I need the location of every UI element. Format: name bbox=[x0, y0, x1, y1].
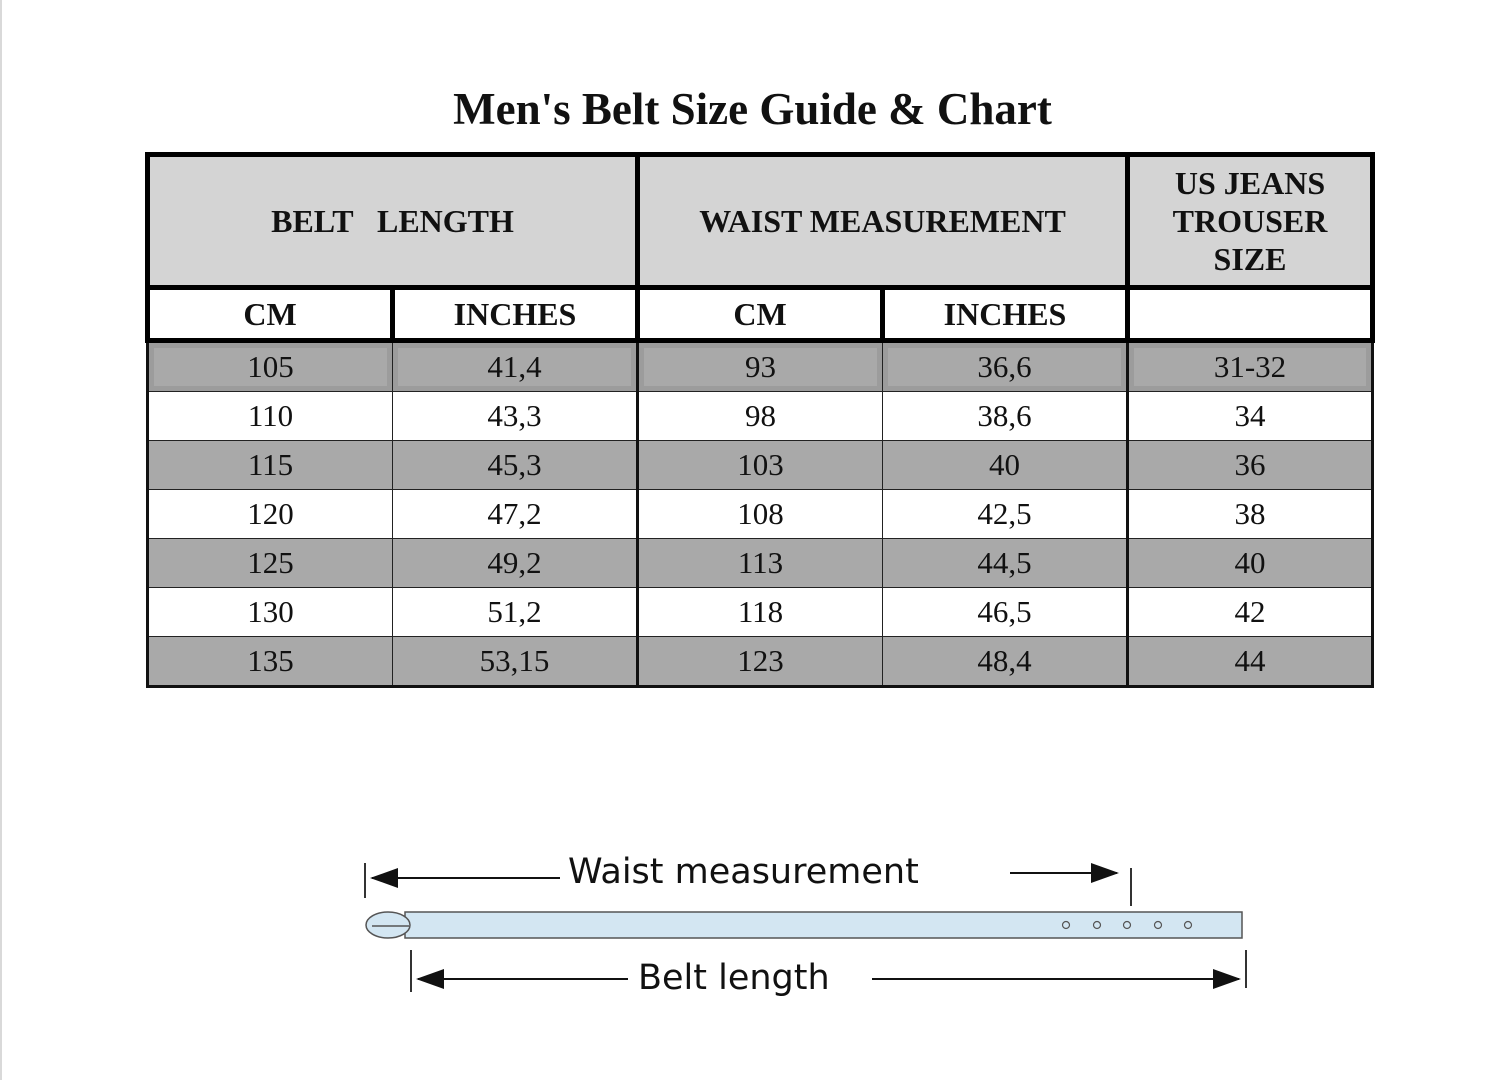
belt-hole bbox=[1092, 920, 1102, 930]
cell-belt-inches: 53,15 bbox=[392, 636, 639, 688]
unit-header-waist-cm: CM bbox=[635, 285, 885, 343]
belt-hole bbox=[1061, 920, 1071, 930]
cell-us-size: 34 bbox=[1127, 391, 1374, 441]
cell-belt-inches: 51,2 bbox=[392, 587, 639, 637]
cell-waist-cm: 123 bbox=[637, 636, 883, 688]
waist-measurement-label: Waist measurement bbox=[560, 852, 927, 892]
belt-strap bbox=[404, 911, 1243, 939]
cell-us-size: 42 bbox=[1127, 587, 1374, 637]
cell-waist-inches: 48,4 bbox=[882, 636, 1129, 688]
table-row: 130 51,2 118 46,5 42 bbox=[146, 587, 1374, 637]
header-waist-measurement: WAIST MEASUREMENT bbox=[635, 152, 1130, 290]
cell-belt-cm: 125 bbox=[146, 538, 393, 588]
cell-belt-inches: 41,4 bbox=[392, 340, 639, 392]
table-row: 115 45,3 103 40 36 bbox=[146, 440, 1374, 490]
cell-waist-inches: 40 bbox=[882, 440, 1129, 490]
cell-waist-cm: 108 bbox=[637, 489, 883, 539]
cell-waist-inches: 44,5 bbox=[882, 538, 1129, 588]
cell-belt-inches: 47,2 bbox=[392, 489, 639, 539]
header-belt-length: BELT LENGTH bbox=[145, 152, 640, 290]
cell-belt-cm: 130 bbox=[146, 587, 393, 637]
page-title: Men's Belt Size Guide & Chart bbox=[453, 84, 1052, 134]
cell-belt-cm: 135 bbox=[146, 636, 393, 688]
cell-waist-inches: 42,5 bbox=[882, 489, 1129, 539]
belt-hole bbox=[1153, 920, 1163, 930]
unit-header-size-empty bbox=[1125, 285, 1375, 343]
belt-hole bbox=[1122, 920, 1132, 930]
cell-belt-inches: 43,3 bbox=[392, 391, 639, 441]
cell-belt-inches: 45,3 bbox=[392, 440, 639, 490]
cell-waist-inches: 36,6 bbox=[882, 340, 1129, 392]
unit-header-belt-cm: CM bbox=[145, 285, 395, 343]
table-row: 125 49,2 113 44,5 40 bbox=[146, 538, 1374, 588]
unit-header-belt-inches: INCHES bbox=[390, 285, 640, 343]
cell-waist-cm: 98 bbox=[637, 391, 883, 441]
belt-hole bbox=[1183, 920, 1193, 930]
cell-waist-cm: 103 bbox=[637, 440, 883, 490]
cell-belt-cm: 105 bbox=[146, 340, 393, 392]
cell-waist-inches: 46,5 bbox=[882, 587, 1129, 637]
cell-waist-cm: 113 bbox=[637, 538, 883, 588]
table-row: 110 43,3 98 38,6 34 bbox=[146, 391, 1374, 441]
cell-waist-cm: 118 bbox=[637, 587, 883, 637]
belt-size-table: BELT LENGTH WAIST MEASUREMENT US JEANS T… bbox=[145, 152, 1375, 688]
belt-length-label: Belt length bbox=[630, 958, 838, 998]
cell-us-size: 36 bbox=[1127, 440, 1374, 490]
header-us-jeans-size: US JEANS TROUSER SIZE bbox=[1125, 152, 1375, 290]
unit-header-waist-inches: INCHES bbox=[880, 285, 1130, 343]
cell-belt-cm: 115 bbox=[146, 440, 393, 490]
table-row: 135 53,15 123 48,4 44 bbox=[146, 636, 1374, 688]
cell-us-size: 38 bbox=[1127, 489, 1374, 539]
cell-us-size: 44 bbox=[1127, 636, 1374, 688]
page-edge bbox=[0, 0, 2, 1080]
cell-belt-inches: 49,2 bbox=[392, 538, 639, 588]
cell-us-size: 40 bbox=[1127, 538, 1374, 588]
table-row: 120 47,2 108 42,5 38 bbox=[146, 489, 1374, 539]
cell-us-size: 31-32 bbox=[1127, 340, 1374, 392]
belt-buckle bbox=[365, 911, 411, 939]
cell-waist-inches: 38,6 bbox=[882, 391, 1129, 441]
cell-belt-cm: 110 bbox=[146, 391, 393, 441]
